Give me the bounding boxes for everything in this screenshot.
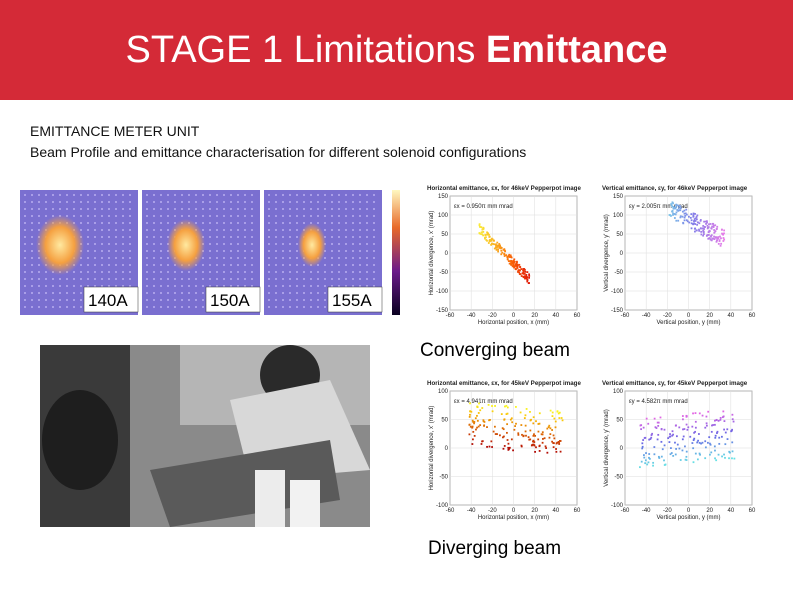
x-tick-label: -60 — [621, 508, 630, 514]
x-tick-label: 0 — [687, 313, 691, 319]
label-box — [83, 286, 139, 313]
header: STAGE 1 Limitations Emittance — [0, 0, 793, 100]
x-tick-label: -40 — [642, 508, 651, 514]
x-tick-label: 20 — [706, 313, 713, 319]
y-tick-label: -100 — [436, 289, 449, 295]
x-tick-label: -20 — [488, 313, 497, 319]
x-tick-label: 0 — [687, 508, 691, 514]
x-axis-label: Vertical position, y (mm) — [656, 320, 720, 326]
emittance-plot: Vertical emittance, εy, for 45keV Pepper… — [602, 380, 756, 521]
plot-title: Vertical emittance, εy, for 45keV Pepper… — [602, 380, 748, 387]
x-tick-label: 20 — [531, 508, 538, 514]
y-axis-label: Horizontal divergence, x' (mrad) — [429, 406, 435, 491]
plot-title: Horizontal emittance, εx, for 45keV Pepp… — [427, 380, 581, 387]
y-tick-label: -150 — [611, 308, 624, 314]
x-tick-label: 40 — [727, 313, 734, 319]
x-tick-label: 0 — [512, 508, 516, 514]
x-tick-label: 40 — [727, 508, 734, 514]
y-axis-label: Vertical divergence, y' (mrad) — [604, 409, 610, 487]
y-tick-label: 100 — [613, 389, 624, 395]
y-tick-label: 50 — [441, 232, 448, 238]
x-tick-label: -20 — [663, 508, 672, 514]
x-tick-label: -20 — [488, 508, 497, 514]
profile-label: 140A — [88, 291, 128, 310]
x-tick-label: -60 — [446, 508, 455, 514]
label-box — [327, 286, 383, 313]
x-tick-label: -40 — [467, 508, 476, 514]
y-tick-label: 0 — [620, 446, 624, 452]
x-axis-label: Vertical position, y (mm) — [656, 515, 720, 521]
y-tick-label: -100 — [611, 503, 624, 509]
emittance-value: εy = 4.582π mm mrad — [629, 399, 688, 405]
x-axis-label: Horizontal position, x (mm) — [478, 515, 549, 521]
x-tick-label: 40 — [552, 508, 559, 514]
y-tick-label: -50 — [439, 270, 448, 276]
emittance-value: εy = 2.005π mm mrad — [629, 204, 688, 210]
emittance-plot: Vertical emittance, εy, for 46keV Pepper… — [602, 185, 756, 326]
profile-label: 150A — [210, 291, 250, 310]
y-tick-label: -50 — [614, 475, 623, 481]
x-axis-label: Horizontal position, x (mm) — [478, 320, 549, 326]
y-tick-label: -150 — [436, 308, 449, 314]
caption: Converging beam — [420, 340, 570, 361]
emittance-value: εx = 4.941π mm mrad — [454, 399, 513, 405]
y-tick-label: 50 — [616, 232, 623, 238]
x-tick-label: -20 — [663, 313, 672, 319]
y-tick-label: -50 — [614, 270, 623, 276]
title: STAGE 1 Limitations — [125, 29, 476, 71]
y-tick-label: 150 — [613, 194, 624, 200]
y-tick-label: 150 — [438, 194, 449, 200]
x-tick-label: 0 — [512, 313, 516, 319]
y-axis-label: Vertical divergence, y' (mrad) — [604, 214, 610, 292]
y-tick-label: 50 — [616, 418, 623, 424]
subheading: Beam Profile and emittance characterisat… — [30, 144, 527, 160]
x-tick-label: 40 — [552, 313, 559, 319]
caption: Diverging beam — [428, 538, 562, 559]
heading: EMITTANCE METER UNIT — [30, 123, 200, 139]
y-tick-label: 100 — [613, 213, 624, 219]
y-tick-label: 0 — [445, 446, 449, 452]
y-tick-label: 100 — [438, 389, 449, 395]
emittance-value: εx = 0.950π mm mrad — [454, 204, 513, 210]
x-tick-label: 20 — [531, 313, 538, 319]
x-tick-label: -40 — [642, 313, 651, 319]
y-tick-label: 0 — [620, 251, 624, 257]
x-tick-label: 60 — [749, 508, 756, 514]
y-tick-label: -100 — [611, 289, 624, 295]
x-tick-label: 60 — [749, 313, 756, 319]
x-tick-label: 60 — [574, 508, 581, 514]
label-box — [205, 286, 261, 313]
x-tick-label: 20 — [706, 508, 713, 514]
y-tick-label: 0 — [445, 251, 449, 257]
y-tick-label: 50 — [441, 418, 448, 424]
emittance-plot: Horizontal emittance, εx, for 46keV Pepp… — [427, 185, 581, 326]
x-tick-label: -60 — [621, 313, 630, 319]
emittance-plot: Horizontal emittance, εx, for 45keV Pepp… — [427, 380, 581, 521]
x-tick-label: -60 — [446, 313, 455, 319]
y-tick-label: 100 — [438, 213, 449, 219]
plot-title: Vertical emittance, εy, for 46keV Pepper… — [602, 185, 748, 192]
profile-label: 155A — [332, 291, 372, 310]
photo — [40, 345, 370, 527]
x-tick-label: -40 — [467, 313, 476, 319]
y-axis-label: Horizontal divergence, x' (mrad) — [429, 211, 435, 296]
y-tick-label: -100 — [436, 503, 449, 509]
y-tick-label: -50 — [439, 475, 448, 481]
plot-title: Horizontal emittance, εx, for 46keV Pepp… — [427, 185, 581, 192]
title-bold: Emittance — [485, 29, 668, 71]
x-tick-label: 60 — [574, 313, 581, 319]
